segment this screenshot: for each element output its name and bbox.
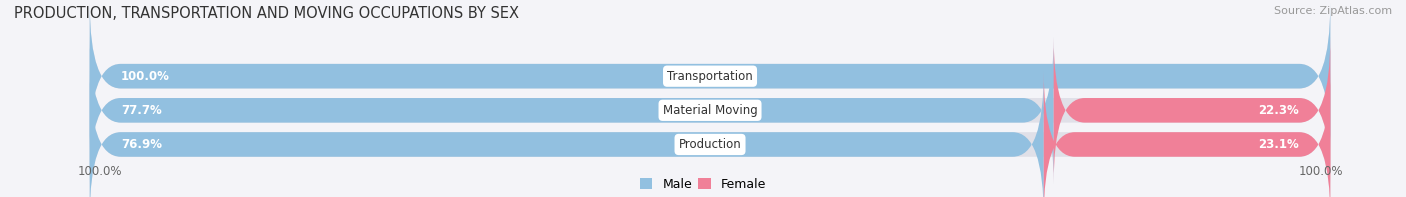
FancyBboxPatch shape [90,3,1330,149]
FancyBboxPatch shape [90,37,1330,183]
Text: 76.9%: 76.9% [121,138,162,151]
FancyBboxPatch shape [90,37,1053,183]
Text: Production: Production [679,138,741,151]
Text: 100.0%: 100.0% [121,70,170,83]
FancyBboxPatch shape [90,71,1043,197]
Legend: Male, Female: Male, Female [640,178,766,191]
Text: 100.0%: 100.0% [77,165,122,178]
Text: 100.0%: 100.0% [1298,165,1343,178]
FancyBboxPatch shape [1043,71,1330,197]
Text: 23.1%: 23.1% [1258,138,1299,151]
Text: Transportation: Transportation [668,70,752,83]
Text: Material Moving: Material Moving [662,104,758,117]
Text: 22.3%: 22.3% [1258,104,1299,117]
FancyBboxPatch shape [1053,37,1330,183]
Text: 77.7%: 77.7% [121,104,162,117]
Text: PRODUCTION, TRANSPORTATION AND MOVING OCCUPATIONS BY SEX: PRODUCTION, TRANSPORTATION AND MOVING OC… [14,6,519,21]
Text: Source: ZipAtlas.com: Source: ZipAtlas.com [1274,6,1392,16]
FancyBboxPatch shape [90,3,1330,149]
FancyBboxPatch shape [90,71,1330,197]
